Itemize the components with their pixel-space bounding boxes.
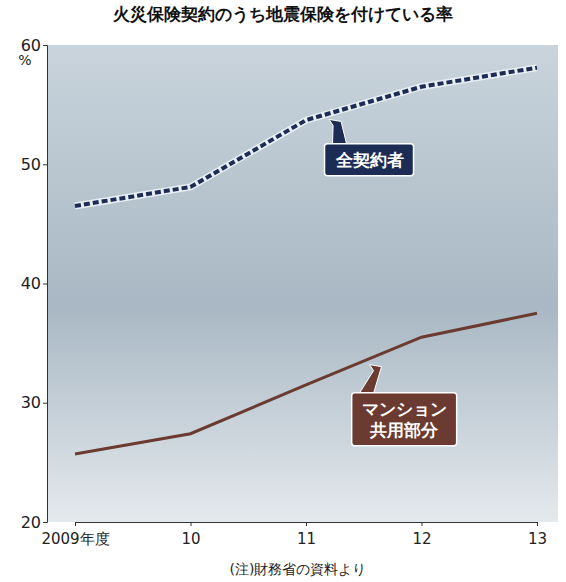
plot-background: [47, 45, 558, 522]
x-tick-label: 12: [412, 530, 431, 548]
series-line-halo: [75, 68, 537, 206]
y-tick-label: 50: [21, 155, 41, 174]
x-tick-label: 10: [181, 530, 200, 548]
x-tick-mark: [191, 522, 192, 526]
x-tick-mark: [75, 522, 76, 526]
y-tick: 30: [21, 393, 47, 412]
x-tick: 13: [528, 522, 547, 548]
x-tick: 2009年度: [41, 522, 109, 548]
y-tick-mark: [43, 522, 47, 523]
y-tick-mark: [43, 45, 47, 46]
series-label: 全契約者: [335, 150, 404, 170]
x-tick-label: 2009年度: [41, 530, 109, 548]
note: (注)財務省の資料より: [230, 561, 367, 577]
x-tick: 12: [412, 522, 431, 548]
label-box: [352, 393, 457, 446]
label-box: [325, 144, 414, 176]
y-tick-label: 30: [21, 393, 41, 412]
y-tick-mark: [43, 403, 47, 404]
x-tick-label: 13: [528, 530, 547, 548]
series-label: マンション共用部分: [362, 399, 447, 440]
x-tick-mark: [306, 522, 307, 526]
x-tick-label: 11: [297, 530, 316, 548]
title: 火災保険契約のうち地震保険を付けている率: [113, 4, 453, 24]
y-tick-mark: [43, 284, 47, 285]
y-unit: %: [18, 52, 31, 68]
x-tick: 11: [297, 522, 316, 548]
x-tick-mark: [537, 522, 538, 526]
y-tick-label: 20: [21, 513, 41, 532]
series-line: [75, 68, 537, 206]
series-line: [75, 313, 537, 454]
y-tick: 20: [21, 513, 47, 532]
y-axis-line: [43, 46, 48, 523]
y-tick: 40: [21, 274, 47, 293]
label-arrow: [360, 365, 382, 393]
y-tick: 50: [21, 155, 47, 174]
y-tick-mark: [43, 164, 47, 165]
x-tick: 10: [181, 522, 200, 548]
label-arrow: [329, 119, 346, 143]
x-tick-mark: [422, 522, 423, 526]
x-axis-line: [76, 523, 538, 527]
y-tick-label: 40: [21, 274, 41, 293]
